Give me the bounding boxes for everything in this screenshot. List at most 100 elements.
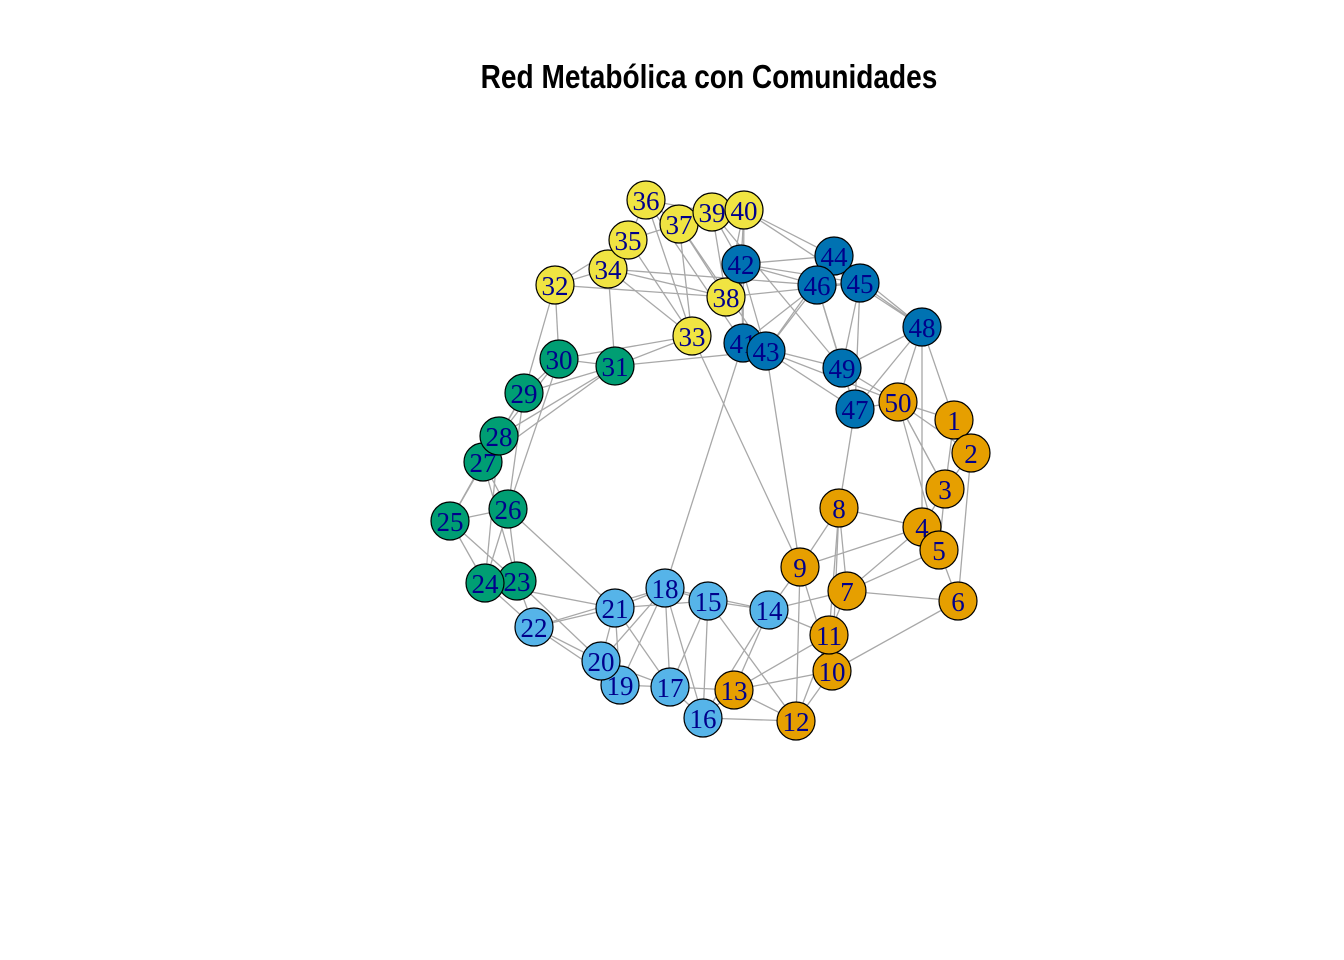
node-label-25: 25 [437,507,464,537]
edge-6-10 [831,600,959,672]
node-label-16: 16 [690,704,717,734]
node-label-5: 5 [932,536,946,566]
node-3: 3 [925,469,965,509]
edge-45-47 [854,282,861,410]
node-circle-33 [672,316,712,356]
node-circle-35 [608,220,648,260]
node-label-46: 46 [804,271,831,301]
node-label-15: 15 [695,587,722,617]
edge-32-38 [554,284,727,298]
node-26: 26 [488,489,528,529]
node-circle-30 [539,339,579,379]
edge-9-12 [795,566,801,722]
edge-16-18 [664,587,704,719]
node-circle-49 [822,348,862,388]
node-label-34: 34 [595,255,623,285]
node-49: 49 [822,348,862,388]
node-29: 29 [504,373,544,413]
node-label-28: 28 [486,422,513,452]
node-50: 50 [878,382,918,422]
node-circle-44 [814,236,854,276]
node-circle-11 [809,615,849,655]
node-circle-26 [488,489,528,529]
node-2: 2 [951,433,991,473]
node-42: 42 [721,244,761,284]
node-circle-47 [835,389,875,429]
node-11: 11 [809,615,849,655]
node-46: 46 [797,265,837,305]
node-label-47: 47 [842,395,869,425]
node-label-11: 11 [816,621,842,651]
node-circle-20 [581,641,621,681]
node-circle-21 [595,588,635,628]
node-20: 20 [581,641,621,681]
node-40: 40 [724,190,764,230]
node-22: 22 [514,607,554,647]
node-label-42: 42 [728,250,755,280]
node-circle-18 [645,568,685,608]
node-label-37: 37 [666,210,693,240]
node-circle-50 [878,382,918,422]
node-label-35: 35 [615,226,642,256]
edge-18-41 [664,342,744,589]
node-label-10: 10 [819,657,846,687]
node-label-33: 33 [679,322,706,352]
node-circle-14 [749,590,789,630]
node-label-8: 8 [832,494,846,524]
node-circle-15 [688,581,728,621]
node-label-20: 20 [588,647,615,677]
node-36: 36 [626,180,666,220]
edge-26-30 [507,358,560,510]
node-5: 5 [919,530,959,570]
node-circle-17 [650,667,690,707]
node-31: 31 [595,346,635,386]
node-8: 8 [819,488,859,528]
edge-21-26 [507,508,616,609]
node-circle-24 [465,563,505,603]
node-label-12: 12 [783,707,810,737]
node-circle-7 [827,571,867,611]
node-label-44: 44 [821,242,849,272]
node-39: 39 [692,192,732,232]
edge-4-9 [799,526,923,568]
node-circle-32 [535,265,575,305]
node-44: 44 [814,236,854,276]
node-33: 33 [672,316,712,356]
node-label-9: 9 [793,553,807,583]
node-circle-28 [479,416,519,456]
node-label-43: 43 [753,337,780,367]
node-label-39: 39 [699,198,726,228]
node-circle-9 [780,547,820,587]
node-circle-22 [514,607,554,647]
node-label-45: 45 [847,269,874,299]
node-label-32: 32 [542,271,569,301]
edge-9-43 [765,350,801,568]
node-label-48: 48 [909,313,936,343]
node-32: 32 [535,265,575,305]
node-circle-12 [776,701,816,741]
edge-8-11 [828,507,840,636]
node-45: 45 [840,263,880,303]
node-9: 9 [780,547,820,587]
node-label-4: 4 [915,513,929,543]
node-circle-1 [934,400,974,440]
edge-33-9 [691,335,801,568]
node-circle-38 [706,277,746,317]
node-circle-46 [797,265,837,305]
node-circle-34 [588,249,628,289]
node-28: 28 [479,416,519,456]
node-label-14: 14 [756,596,784,626]
node-circle-31 [595,346,635,386]
node-label-29: 29 [511,379,538,409]
node-label-1: 1 [947,406,961,436]
node-7: 7 [827,571,867,611]
node-label-22: 22 [521,613,548,643]
node-circle-16 [683,698,723,738]
node-label-7: 7 [840,577,854,607]
node-circle-2 [951,433,991,473]
node-label-13: 13 [721,676,748,706]
node-label-6: 6 [951,587,965,617]
node-24: 24 [465,563,505,603]
edge-14-16 [702,609,770,719]
